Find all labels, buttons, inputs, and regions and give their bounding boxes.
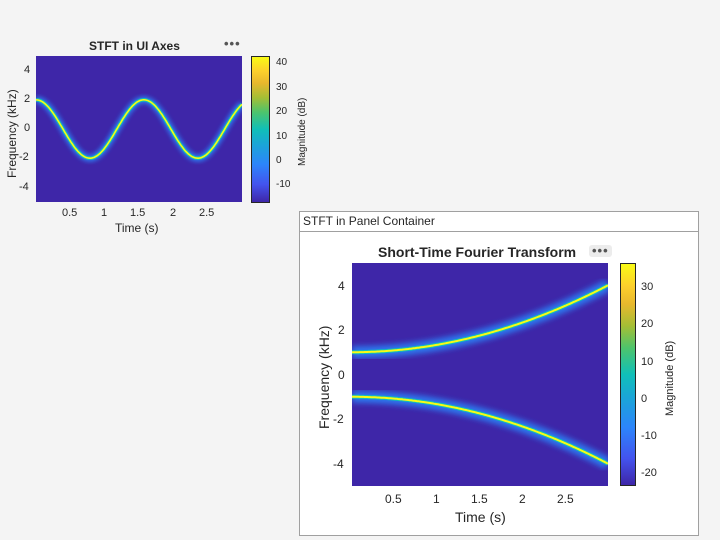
axes1-xtick: 2.5 <box>199 207 215 219</box>
colorbar2-label: Magnitude (dB) <box>664 340 676 416</box>
axes2-xtick: 1.5 <box>471 492 488 506</box>
colorbar2-tick: -10 <box>641 430 657 442</box>
axes1-xtick: 0.5 <box>62 207 78 219</box>
colorbar1-tick: 30 <box>276 82 288 93</box>
axes2-xlabel: Time (s) <box>455 509 506 525</box>
axes1-ytick: -4 <box>19 181 29 193</box>
colorbar2-tick: 20 <box>641 318 654 330</box>
axes2-title: Short-Time Fourier Transform <box>378 244 577 260</box>
axes1-title: STFT in UI Axes <box>89 39 180 53</box>
axes2-colorbar[interactable] <box>620 263 636 486</box>
axes2-ytick: -2 <box>333 412 344 426</box>
axes2-xtick: 2.5 <box>557 492 574 506</box>
colorbar2-tick: 30 <box>641 281 654 293</box>
axes2-xtick: 2 <box>519 492 526 506</box>
axes2-xtick: 0.5 <box>385 492 402 506</box>
more-options-icon[interactable]: ••• <box>589 244 612 257</box>
axes1-xtick: 1.5 <box>130 207 146 219</box>
axes1-ytick: 2 <box>24 93 31 105</box>
axes1-ytick: 4 <box>24 64 31 76</box>
colorbar1-tick: 20 <box>276 106 288 117</box>
more-options-icon[interactable]: ••• <box>224 36 241 51</box>
axes1-colorbar[interactable] <box>251 56 270 203</box>
axes1-xlabel: Time (s) <box>115 221 159 235</box>
colorbar2-tick: 10 <box>641 356 654 368</box>
colorbar2-tick: -20 <box>641 467 657 479</box>
colorbar2-tick: 0 <box>641 393 648 405</box>
axes2-ytick: 4 <box>338 279 345 293</box>
axes1-plot-area[interactable] <box>36 56 242 202</box>
axes2-plot-area[interactable] <box>352 263 608 486</box>
colorbar1-tick: 0 <box>276 155 282 166</box>
panel-title: STFT in Panel Container <box>300 212 698 232</box>
axes1-ytick: 0 <box>24 122 31 134</box>
axes1-ylabel: Frequency (kHz) <box>5 89 19 178</box>
axes2-xtick: 1 <box>433 492 440 506</box>
colorbar1-tick: -10 <box>276 179 291 190</box>
axes1-xtick: 2 <box>170 207 177 219</box>
axes2-ytick: 2 <box>338 323 345 337</box>
axes2-ytick: -4 <box>333 457 344 471</box>
axes2-ytick: 0 <box>338 368 345 382</box>
axes1-xtick: 1 <box>101 207 108 219</box>
colorbar1-tick: 10 <box>276 131 288 142</box>
axes1-ytick: -2 <box>19 151 29 163</box>
colorbar1-tick: 40 <box>276 57 288 68</box>
axes2-ylabel: Frequency (kHz) <box>316 325 332 429</box>
colorbar1-label: Magnitude (dB) <box>297 97 308 166</box>
